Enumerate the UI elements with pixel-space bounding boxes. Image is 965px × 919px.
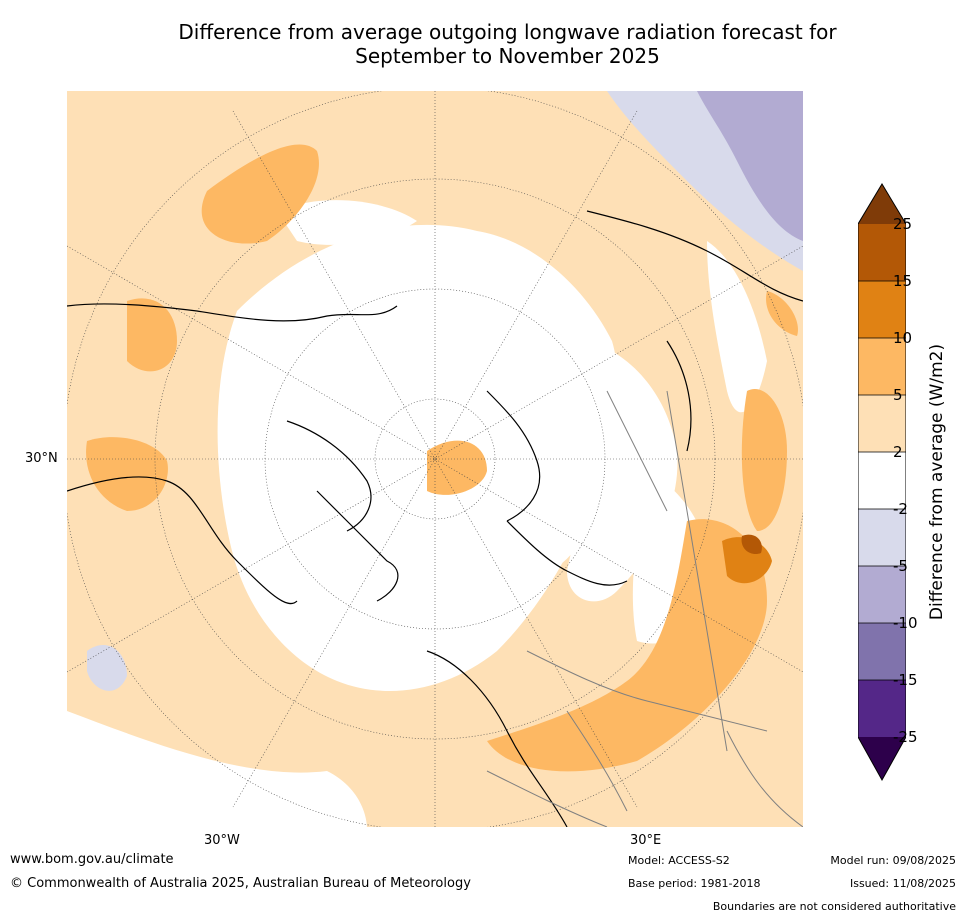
anomaly-5-10 <box>86 144 798 772</box>
footer-model-run: Model run: 09/08/2025 <box>830 854 956 867</box>
footer-disclaimer: Boundaries are not considered authoritat… <box>712 900 956 913</box>
colorbar-tick-2: 2 <box>893 443 903 461</box>
graticule <box>67 91 803 827</box>
lon-label-30e: 30°E <box>630 833 662 848</box>
country-borders <box>486 390 803 827</box>
colorbar-tick-15: 15 <box>893 272 913 290</box>
colorbar-tick-m10: -10 <box>893 614 918 632</box>
map-svg <box>67 91 803 827</box>
colorbar-m10-m5 <box>858 566 906 623</box>
colorbar-arrow-bottom <box>858 737 906 780</box>
colorbar-tick-25: 25 <box>893 215 913 233</box>
colorbar-5-10 <box>858 338 906 395</box>
colorbar-tick-m5: -5 <box>893 557 908 575</box>
colorbar-tick-m25: -25 <box>893 728 918 746</box>
lon-label-30w: 30°W <box>204 833 240 848</box>
colorbar-tick-m15: -15 <box>893 671 918 689</box>
footer-model: Model: ACCESS-S2 <box>628 854 730 867</box>
chart-title: Difference from average outgoing longwav… <box>0 20 965 68</box>
polar-map <box>67 91 803 827</box>
colorbar-arrow-top <box>858 184 906 224</box>
neutral-regions <box>67 200 767 827</box>
colorbar-dividers <box>858 280 906 681</box>
footer-copyright: © Commonwealth of Australia 2025, Austra… <box>10 876 471 891</box>
colorbar-tick-5: 5 <box>893 386 903 404</box>
lat-label-30n: 30°N <box>25 451 58 466</box>
colorbar-m5-m2 <box>858 509 906 566</box>
colorbar-10-15 <box>858 281 906 338</box>
colorbar <box>858 183 906 782</box>
footer-website: www.bom.gov.au/climate <box>10 852 174 867</box>
anomaly-15-25 <box>741 534 762 555</box>
anomaly-negative <box>87 91 803 691</box>
colorbar-outline <box>858 183 906 782</box>
title-line-2: September to November 2025 <box>355 44 660 68</box>
colorbar-title: Difference from average (W/m2) <box>927 343 947 621</box>
colorbar-tick-10: 10 <box>893 329 913 347</box>
colorbar-2-5 <box>858 395 906 452</box>
colorbar-tick-m2: -2 <box>893 500 908 518</box>
footer-issued: Issued: 11/08/2025 <box>849 877 956 890</box>
colorbar-15-25 <box>858 224 906 281</box>
colorbar-neutral <box>858 452 906 509</box>
colorbar-m25-m15 <box>858 680 906 737</box>
colorbar-m15-m10 <box>858 623 906 680</box>
footer-base-period: Base period: 1981-2018 <box>628 877 761 890</box>
coastlines <box>67 210 803 827</box>
title-line-1: Difference from average outgoing longwav… <box>178 20 837 44</box>
